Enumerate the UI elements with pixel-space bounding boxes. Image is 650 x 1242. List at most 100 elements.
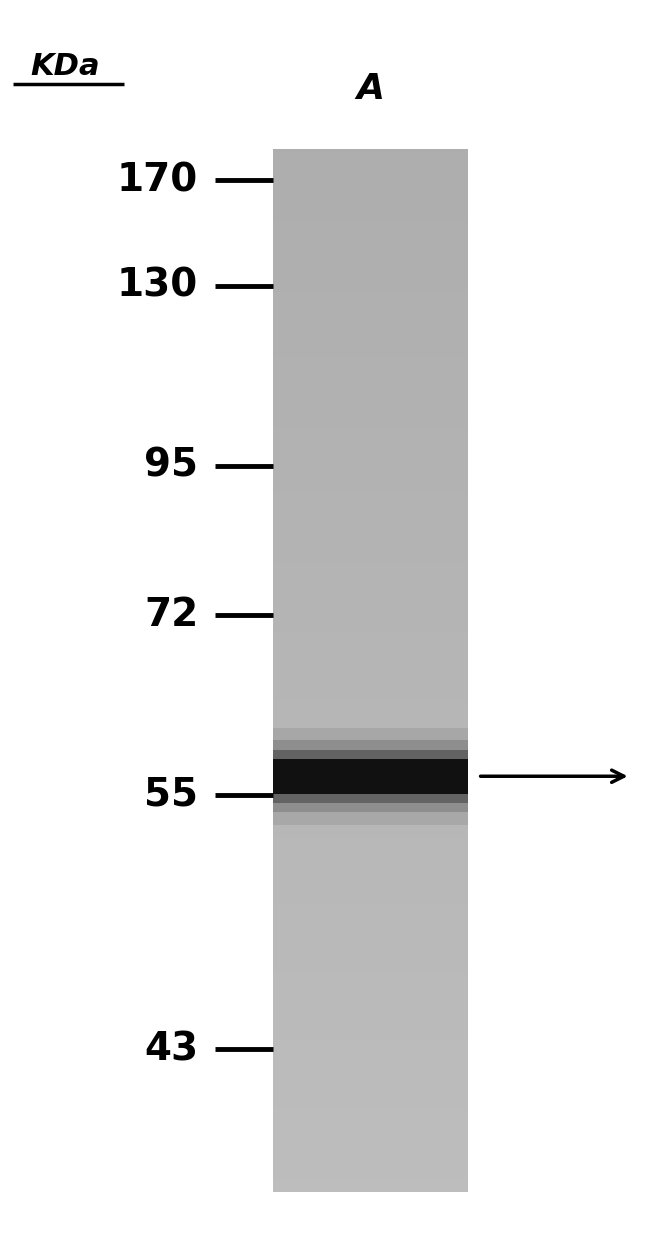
Bar xyxy=(273,205,468,209)
Bar xyxy=(273,163,468,166)
Bar xyxy=(273,601,468,605)
Bar xyxy=(273,371,468,375)
Text: A: A xyxy=(356,72,385,106)
Bar xyxy=(273,698,468,702)
Bar xyxy=(273,420,468,424)
Text: 95: 95 xyxy=(144,447,198,484)
Bar xyxy=(273,1071,468,1074)
Bar xyxy=(273,476,468,479)
Bar xyxy=(273,924,468,928)
Bar xyxy=(273,400,468,402)
Bar xyxy=(273,761,468,765)
Bar xyxy=(273,222,468,226)
Bar xyxy=(273,759,468,794)
Bar xyxy=(273,1032,468,1036)
Bar xyxy=(273,678,468,681)
Bar xyxy=(273,696,468,698)
Bar xyxy=(273,984,468,987)
Bar xyxy=(273,197,468,201)
Bar xyxy=(273,615,468,619)
Bar xyxy=(273,327,468,330)
Bar xyxy=(273,674,468,678)
Bar xyxy=(273,348,468,350)
Bar xyxy=(273,358,468,361)
Bar xyxy=(273,296,468,298)
Bar xyxy=(273,215,468,219)
Bar xyxy=(273,879,468,883)
Bar xyxy=(273,1063,468,1067)
Bar xyxy=(273,1136,468,1140)
Bar xyxy=(273,782,468,785)
Bar xyxy=(273,576,468,580)
Bar xyxy=(273,663,468,667)
Bar xyxy=(273,1046,468,1049)
Bar xyxy=(273,574,468,576)
Bar xyxy=(273,1018,468,1022)
Bar xyxy=(273,779,468,782)
Bar xyxy=(273,580,468,584)
Bar xyxy=(273,209,468,211)
Text: 130: 130 xyxy=(117,267,198,304)
Bar xyxy=(273,1113,468,1115)
Bar xyxy=(273,740,468,744)
Bar xyxy=(273,232,468,236)
Bar xyxy=(273,1015,468,1018)
Bar xyxy=(273,375,468,379)
Bar xyxy=(273,514,468,518)
Bar xyxy=(273,319,468,323)
Bar xyxy=(273,466,468,469)
Bar xyxy=(273,194,468,197)
Bar xyxy=(273,841,468,845)
Bar xyxy=(273,789,468,792)
Bar xyxy=(273,284,468,288)
Bar xyxy=(273,410,468,414)
Bar xyxy=(273,928,468,932)
Bar xyxy=(273,650,468,653)
Bar xyxy=(273,176,468,180)
Bar xyxy=(273,862,468,866)
Bar xyxy=(273,918,468,922)
Bar xyxy=(273,1022,468,1026)
Bar xyxy=(273,705,468,709)
Bar xyxy=(273,528,468,532)
Bar xyxy=(273,522,468,524)
Bar xyxy=(273,922,468,924)
Bar xyxy=(273,354,468,358)
Bar xyxy=(273,628,468,632)
Bar xyxy=(273,709,468,713)
Bar xyxy=(273,174,468,176)
Bar xyxy=(273,1133,468,1136)
Bar xyxy=(273,1095,468,1098)
Bar xyxy=(273,406,468,410)
Bar xyxy=(273,278,468,281)
Bar xyxy=(273,487,468,489)
Bar xyxy=(273,1130,468,1133)
Bar xyxy=(273,180,468,184)
Bar xyxy=(273,900,468,904)
Bar xyxy=(273,274,468,278)
Bar xyxy=(273,1036,468,1040)
Bar xyxy=(273,594,468,597)
Bar xyxy=(273,796,468,800)
Bar xyxy=(273,226,468,229)
Bar xyxy=(273,427,468,431)
Bar xyxy=(273,605,468,609)
Bar xyxy=(273,866,468,869)
Bar xyxy=(273,365,468,368)
Bar xyxy=(273,1126,468,1130)
Bar xyxy=(273,1140,468,1144)
Bar xyxy=(273,545,468,549)
Bar xyxy=(273,758,468,761)
Bar xyxy=(273,292,468,296)
Bar xyxy=(273,1092,468,1095)
Bar xyxy=(273,1148,468,1150)
Bar xyxy=(273,744,468,748)
Bar xyxy=(273,1123,468,1126)
Bar xyxy=(273,845,468,848)
Bar xyxy=(273,657,468,661)
Bar xyxy=(273,549,468,553)
Bar xyxy=(273,323,468,327)
Bar xyxy=(273,1109,468,1113)
Bar xyxy=(273,646,468,650)
Bar xyxy=(273,431,468,435)
